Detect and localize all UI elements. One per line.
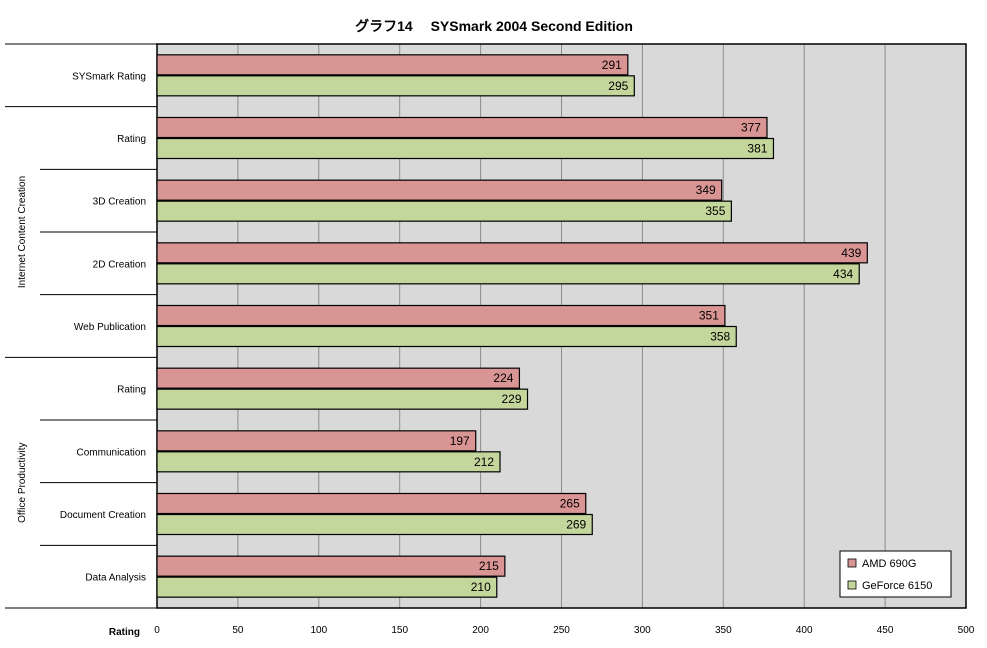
bar [156,200,732,222]
category-label: Data Analysis [85,573,146,584]
data-label: 224 [493,371,513,385]
data-label: 291 [602,58,622,72]
data-label: 349 [696,183,716,197]
bar [156,576,498,598]
data-label: 351 [699,309,719,323]
x-tick-label: 350 [715,625,732,636]
chart-title: グラフ14 SYSmark 2004 Second Edition [355,18,633,34]
data-label: 229 [501,392,521,406]
x-tick-label: 500 [958,625,975,636]
category-label: Web Publication [74,322,146,333]
group-label: Office Productivity [17,442,28,522]
x-tick-label: 150 [391,625,408,636]
bar [156,137,775,160]
data-label: 295 [608,79,628,93]
x-tick-label: 0 [154,625,160,636]
bar [156,451,501,473]
x-tick-label: 50 [232,625,244,636]
category-label: 3D Creation [93,197,146,208]
bar [156,54,629,76]
plot-area: 0 50 100 150 200 250 300 350 400 450 500 SYSmark Ra… [5,43,975,636]
category-label: Communication [77,447,146,458]
legend-label: AMD 690G [862,558,916,570]
x-tick-label: 100 [310,625,327,636]
category-label: Rating [117,134,146,145]
legend-label: GeForce 6150 [862,580,932,592]
data-label: 269 [566,518,586,532]
x-axis-label: Rating [109,627,140,638]
legend: AMD 690G GeForce 6150 [839,550,952,598]
category-label: Rating [117,385,146,396]
x-tick-label: 200 [472,625,489,636]
bar [156,116,768,139]
data-label: 434 [833,267,853,281]
bar [156,304,726,327]
legend-swatch [847,580,857,590]
x-tick-label: 250 [553,625,570,636]
bar [156,179,723,201]
bar [156,388,529,410]
data-label: 358 [710,330,730,344]
legend-swatch [847,558,857,568]
bar [156,513,593,536]
category-label: 2D Creation [93,259,146,270]
data-label: 381 [747,142,767,156]
category-label: Document Creation [60,510,146,521]
data-label: 197 [450,434,470,448]
bar [156,325,737,348]
data-label: 215 [479,559,499,573]
bar [156,367,521,389]
group-label: Internet Content Creation [17,176,28,288]
bar [156,242,868,264]
bar [156,430,477,452]
bar [156,263,860,285]
bar [156,555,506,577]
category-label: SYSmark Rating [72,71,146,82]
data-label: 355 [705,204,725,218]
x-tick-label: 450 [877,625,894,636]
data-label: 439 [841,246,861,260]
legend-box [839,550,952,598]
data-label: 212 [474,455,494,469]
data-label: 210 [471,580,491,594]
data-label: 377 [741,121,761,135]
data-label: 265 [560,497,580,511]
x-tick-label: 400 [796,625,813,636]
bar [156,492,587,515]
x-tick-label: 300 [634,625,651,636]
bar [156,75,635,97]
